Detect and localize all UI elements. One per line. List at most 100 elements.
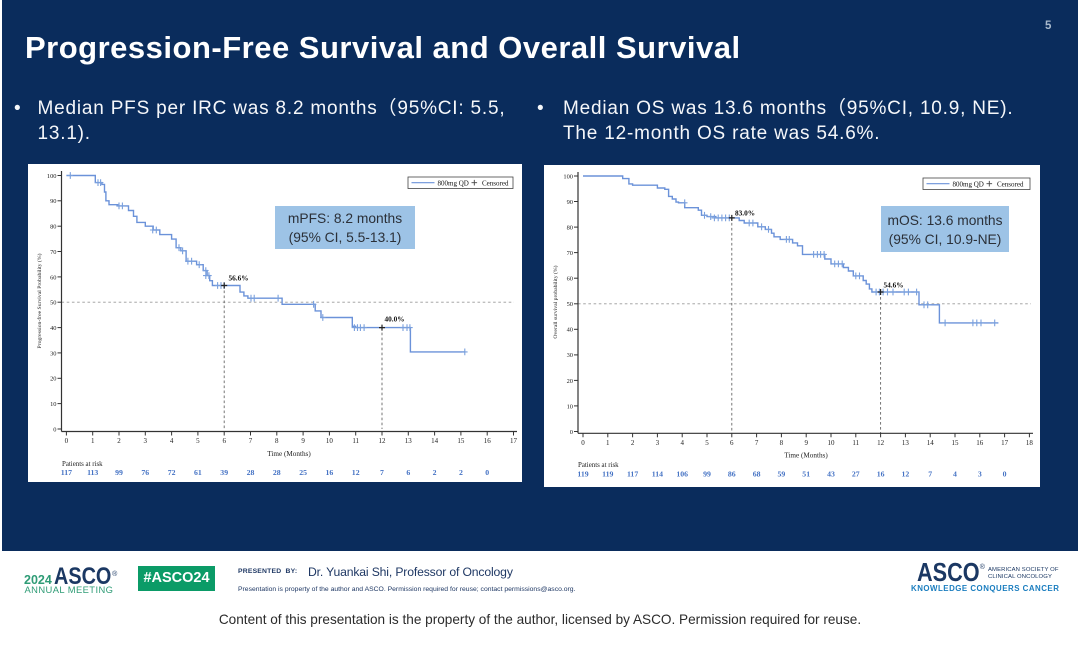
svg-text:99: 99 [115, 468, 123, 477]
svg-text:80: 80 [567, 225, 573, 232]
svg-text:80: 80 [50, 224, 56, 231]
svg-text:0: 0 [65, 437, 69, 445]
svg-text:16: 16 [484, 437, 492, 445]
svg-text:17: 17 [1001, 439, 1009, 447]
svg-text:50: 50 [50, 300, 56, 307]
svg-text:60: 60 [50, 274, 56, 281]
svg-text:12: 12 [379, 437, 387, 445]
svg-text:106: 106 [676, 469, 688, 478]
svg-text:3: 3 [656, 439, 660, 447]
svg-text:14: 14 [431, 437, 439, 445]
svg-text:17: 17 [510, 437, 518, 445]
svg-text:40: 40 [50, 325, 56, 332]
svg-text:54.6%: 54.6% [884, 281, 904, 290]
svg-text:7: 7 [755, 439, 759, 447]
svg-text:113: 113 [87, 468, 98, 477]
svg-text:100: 100 [563, 173, 573, 180]
svg-text:12: 12 [352, 468, 360, 477]
svg-text:3: 3 [978, 469, 982, 478]
svg-text:Time (Months): Time (Months) [784, 452, 828, 460]
svg-text:100: 100 [47, 173, 57, 180]
svg-text:30: 30 [567, 352, 573, 359]
svg-text:40: 40 [567, 327, 573, 334]
svg-text:6: 6 [222, 437, 226, 445]
svg-text:119: 119 [577, 469, 588, 478]
svg-text:7: 7 [249, 437, 253, 445]
svg-text:2: 2 [433, 468, 437, 477]
svg-text:12: 12 [877, 439, 885, 447]
svg-text:83.0%: 83.0% [735, 209, 755, 218]
svg-text:114: 114 [652, 469, 663, 478]
svg-text:18: 18 [1026, 439, 1034, 447]
svg-text:10: 10 [828, 439, 836, 447]
svg-text:800mg QD: 800mg QD [953, 180, 984, 188]
svg-text:16: 16 [877, 469, 885, 478]
svg-text:1: 1 [606, 439, 610, 447]
svg-text:2: 2 [117, 437, 121, 445]
svg-text:20: 20 [567, 378, 573, 385]
svg-text:9: 9 [804, 439, 808, 447]
svg-text:68: 68 [753, 469, 761, 478]
svg-text:99: 99 [703, 469, 711, 478]
svg-text:50: 50 [567, 301, 573, 308]
svg-text:8: 8 [275, 437, 279, 445]
svg-text:Overall survival probability (: Overall survival probability (%) [552, 265, 559, 338]
svg-text:0: 0 [1003, 469, 1007, 478]
svg-text:8: 8 [780, 439, 784, 447]
svg-text:4: 4 [953, 469, 957, 478]
svg-text:0: 0 [485, 468, 489, 477]
svg-text:30: 30 [50, 350, 56, 357]
svg-text:10: 10 [50, 401, 56, 408]
svg-text:90: 90 [50, 198, 56, 205]
svg-text:59: 59 [778, 469, 786, 478]
svg-text:15: 15 [952, 439, 960, 447]
svg-text:Time (Months): Time (Months) [267, 450, 311, 458]
svg-text:76: 76 [141, 468, 149, 477]
svg-text:117: 117 [627, 469, 638, 478]
svg-text:800mg QD: 800mg QD [438, 179, 469, 187]
svg-text:10: 10 [567, 403, 573, 410]
svg-text:Progression-free Survival Prob: Progression-free Survival Probability (%… [36, 253, 43, 348]
svg-text:61: 61 [194, 468, 202, 477]
svg-text:5: 5 [196, 437, 200, 445]
svg-text:14: 14 [927, 439, 935, 447]
svg-text:43: 43 [827, 469, 835, 478]
svg-text:119: 119 [602, 469, 613, 478]
svg-text:16: 16 [976, 439, 984, 447]
svg-text:4: 4 [680, 439, 684, 447]
svg-text:7: 7 [928, 469, 932, 478]
svg-text:28: 28 [247, 468, 255, 477]
svg-text:11: 11 [852, 439, 859, 447]
svg-text:5: 5 [705, 439, 709, 447]
svg-text:9: 9 [301, 437, 305, 445]
svg-text:40.0%: 40.0% [385, 315, 405, 324]
svg-text:1: 1 [91, 437, 95, 445]
svg-text:10: 10 [326, 437, 334, 445]
svg-text:0: 0 [53, 426, 56, 433]
svg-text:2: 2 [631, 439, 635, 447]
svg-text:0: 0 [581, 439, 585, 447]
svg-text:Patients at risk: Patients at risk [578, 462, 619, 469]
svg-text:39: 39 [220, 468, 228, 477]
svg-text:25: 25 [299, 468, 307, 477]
svg-text:60: 60 [567, 276, 573, 283]
svg-text:6: 6 [406, 468, 410, 477]
svg-text:Patients at risk: Patients at risk [62, 461, 103, 468]
svg-text:6: 6 [730, 439, 734, 447]
svg-text:12: 12 [902, 469, 910, 478]
svg-text:13: 13 [902, 439, 910, 447]
svg-text:15: 15 [457, 437, 465, 445]
svg-text:20: 20 [50, 376, 56, 383]
svg-text:7: 7 [380, 468, 384, 477]
svg-text:11: 11 [352, 437, 359, 445]
svg-text:51: 51 [802, 469, 810, 478]
svg-text:Censored: Censored [482, 179, 509, 187]
svg-text:70: 70 [567, 250, 573, 257]
svg-text:90: 90 [567, 199, 573, 206]
svg-text:0: 0 [570, 429, 573, 436]
svg-text:86: 86 [728, 469, 736, 478]
svg-text:70: 70 [50, 249, 56, 256]
svg-text:117: 117 [61, 468, 72, 477]
svg-text:27: 27 [852, 469, 860, 478]
svg-text:56.6%: 56.6% [229, 274, 249, 283]
